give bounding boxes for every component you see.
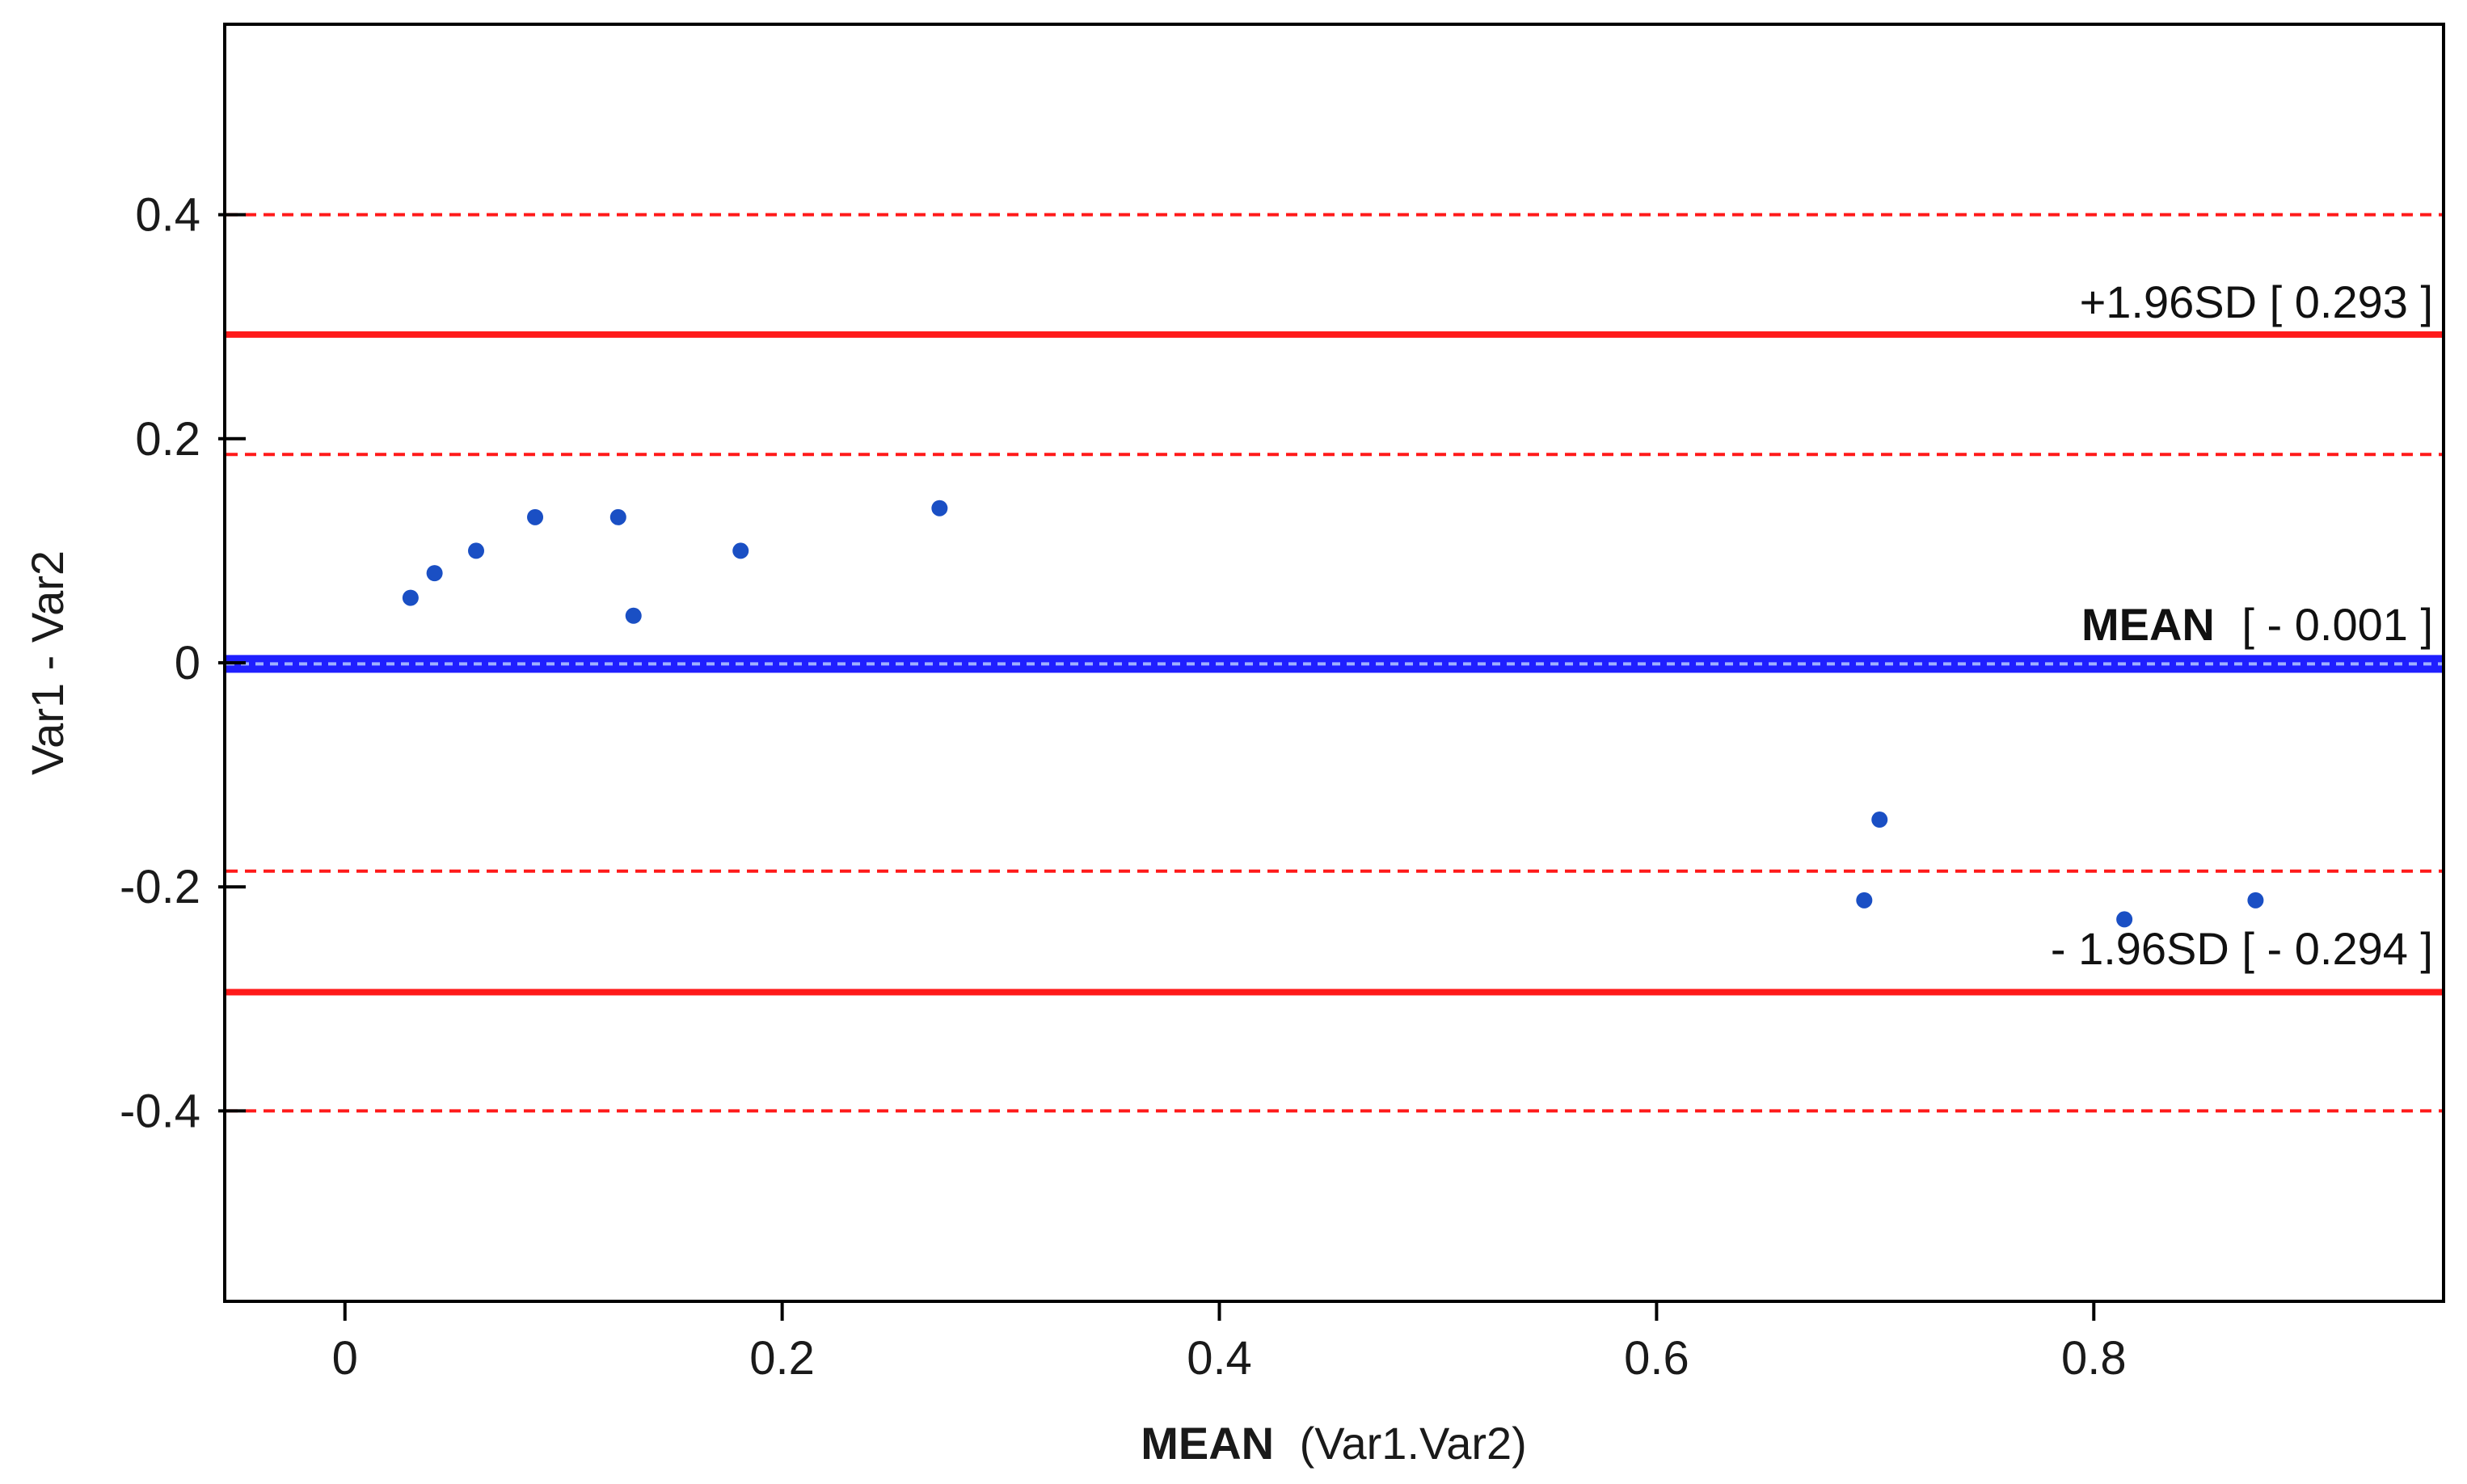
data-point-5	[625, 607, 642, 624]
x-axis-title-rest: (Var1.Var2)	[1300, 1418, 1527, 1469]
data-point-6	[732, 542, 749, 559]
x-tick-label-2: 0.4	[1187, 1332, 1252, 1385]
y-tick-label-0: -0.4	[120, 1085, 200, 1137]
y-axis-title: Var1 - Var2	[22, 550, 73, 775]
data-point-9	[1871, 812, 1888, 828]
dashed-lines-group	[226, 213, 2442, 1113]
data-point-7	[931, 500, 948, 516]
x-axis-title-bold: MEAN	[1141, 1418, 1274, 1469]
y-axis-ticks: -0.4 -0.2 0 0.2 0.4	[120, 189, 246, 1137]
data-point-1	[426, 565, 443, 582]
y-tick-label-4: 0.4	[135, 189, 200, 242]
data-point-8	[1856, 892, 1873, 909]
data-point-4	[609, 508, 626, 525]
x-axis-title: MEAN (Var1.Var2)	[1141, 1418, 1527, 1469]
x-axis-ticks: 0 0.2 0.4 0.6 0.8	[332, 1301, 2127, 1385]
x-tick-label-3: 0.6	[1624, 1332, 1689, 1385]
mean-label-value: [ - 0.001 ]	[2241, 599, 2433, 650]
mean-line-label: MEAN [ - 0.001 ]	[2081, 599, 2433, 650]
lower-loa-label: - 1.96SD [ - 0.294 ]	[2051, 923, 2433, 974]
reference-lines-group	[226, 331, 2442, 996]
x-tick-label-1: 0.2	[749, 1332, 815, 1385]
y-tick-label-1: -0.2	[120, 861, 200, 913]
x-tick-label-0: 0	[332, 1332, 358, 1385]
x-tick-label-4: 0.8	[2061, 1332, 2127, 1385]
data-point-0	[402, 589, 419, 606]
y-tick-label-3: 0.2	[135, 413, 200, 466]
data-points-group	[402, 500, 2264, 928]
data-point-10	[2116, 911, 2133, 928]
upper-loa-label: +1.96SD [ 0.293 ]	[2080, 276, 2433, 327]
y-tick-label-2: 0	[175, 637, 200, 689]
data-point-11	[2247, 892, 2264, 909]
data-point-2	[468, 542, 485, 559]
mean-label-bold: MEAN	[2081, 599, 2215, 650]
data-point-3	[527, 508, 544, 525]
